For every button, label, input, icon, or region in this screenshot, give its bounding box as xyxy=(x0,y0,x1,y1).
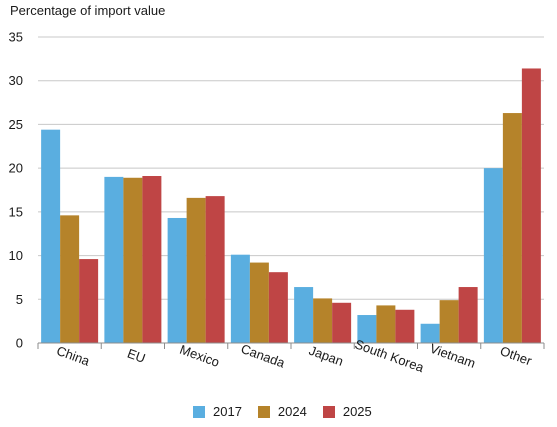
legend-swatch-2017 xyxy=(193,405,205,418)
y-tick-label-35: 35 xyxy=(9,30,23,45)
bars-layer xyxy=(41,68,541,343)
x-tick-label-other: Other xyxy=(498,343,534,368)
bar-other-2017 xyxy=(483,168,503,343)
bar-other-2024 xyxy=(502,113,522,343)
x-tick-label-canada: Canada xyxy=(239,341,288,371)
y-tick-label-0: 0 xyxy=(16,336,23,351)
x-tick-label-eu: EU xyxy=(125,346,147,366)
bar-china-2025 xyxy=(79,259,99,343)
bar-vietnam-2017 xyxy=(420,323,440,343)
x-tick-label-vietnam: Vietnam xyxy=(428,341,478,371)
legend-item-2025: 2025 xyxy=(322,404,372,419)
y-tick-label-20: 20 xyxy=(9,161,23,176)
bar-japan-2024 xyxy=(313,298,333,343)
y-axis-label: Percentage of import value xyxy=(10,3,166,18)
bar-south-korea-2024 xyxy=(376,305,396,343)
bar-vietnam-2025 xyxy=(458,287,478,343)
legend-label-2024: 2024 xyxy=(277,404,307,419)
x-tick-label-mexico: Mexico xyxy=(178,342,222,370)
legend-swatch-2024 xyxy=(257,405,270,418)
bar-south-korea-2017 xyxy=(357,315,377,343)
x-tick-label-china: China xyxy=(55,343,93,369)
y-tick-label-10: 10 xyxy=(9,248,23,263)
bar-japan-2017 xyxy=(294,287,314,343)
bar-other-2025 xyxy=(521,68,541,343)
y-tick-label-30: 30 xyxy=(9,73,23,88)
legend-label-2025: 2025 xyxy=(342,404,372,419)
bar-china-2017 xyxy=(41,129,61,343)
bar-canada-2017 xyxy=(230,254,250,343)
bar-vietnam-2024 xyxy=(439,300,459,343)
bar-canada-2024 xyxy=(249,262,269,343)
y-tick-label-5: 5 xyxy=(16,292,23,307)
bar-mexico-2024 xyxy=(186,197,206,343)
bar-south-korea-2025 xyxy=(395,309,415,343)
bar-mexico-2025 xyxy=(205,196,225,343)
legend: 2017 2024 2025 xyxy=(193,404,388,419)
y-tick-label-15: 15 xyxy=(9,204,23,219)
bar-mexico-2017 xyxy=(167,217,187,343)
legend-swatch-2025 xyxy=(322,405,335,418)
y-tick-label-25: 25 xyxy=(9,117,23,132)
bar-china-2024 xyxy=(60,215,80,343)
bar-eu-2017 xyxy=(104,176,124,343)
legend-item-2017: 2017 xyxy=(193,404,242,419)
bar-japan-2025 xyxy=(332,302,352,343)
bar-eu-2024 xyxy=(123,177,143,343)
legend-label-2017: 2017 xyxy=(213,404,242,419)
x-tick-label-japan: Japan xyxy=(307,343,345,369)
legend-item-2024: 2024 xyxy=(257,404,307,419)
bar-canada-2025 xyxy=(268,272,288,343)
bar-eu-2025 xyxy=(142,176,162,343)
